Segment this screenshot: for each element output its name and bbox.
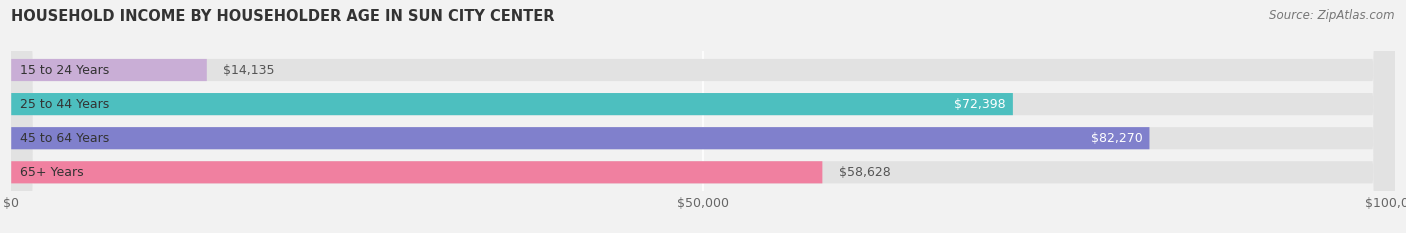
Text: $14,135: $14,135 [224, 64, 276, 76]
FancyBboxPatch shape [11, 0, 1395, 233]
FancyBboxPatch shape [11, 93, 1012, 115]
Text: 15 to 24 Years: 15 to 24 Years [20, 64, 108, 76]
FancyBboxPatch shape [11, 161, 823, 183]
Text: HOUSEHOLD INCOME BY HOUSEHOLDER AGE IN SUN CITY CENTER: HOUSEHOLD INCOME BY HOUSEHOLDER AGE IN S… [11, 9, 555, 24]
FancyBboxPatch shape [11, 0, 1395, 233]
Text: Source: ZipAtlas.com: Source: ZipAtlas.com [1270, 9, 1395, 22]
FancyBboxPatch shape [11, 59, 207, 81]
Text: 65+ Years: 65+ Years [20, 166, 83, 179]
Text: $82,270: $82,270 [1091, 132, 1143, 145]
Text: $72,398: $72,398 [955, 98, 1005, 111]
Text: 25 to 44 Years: 25 to 44 Years [20, 98, 108, 111]
FancyBboxPatch shape [11, 127, 1150, 149]
FancyBboxPatch shape [11, 0, 1395, 233]
Text: 45 to 64 Years: 45 to 64 Years [20, 132, 108, 145]
Text: $58,628: $58,628 [839, 166, 891, 179]
FancyBboxPatch shape [11, 0, 1395, 233]
